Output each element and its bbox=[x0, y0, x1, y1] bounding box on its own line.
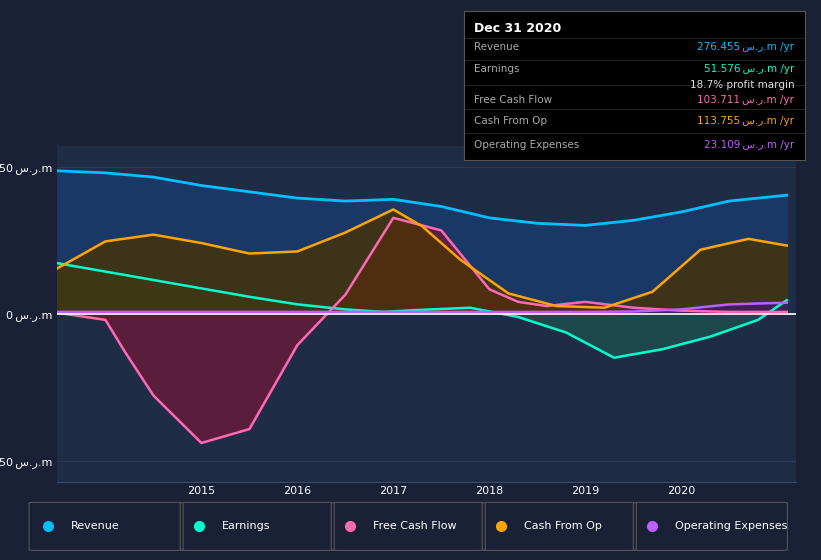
Text: Dec 31 2020: Dec 31 2020 bbox=[474, 22, 562, 35]
Text: Revenue: Revenue bbox=[71, 521, 119, 531]
Text: Cash From Op: Cash From Op bbox=[524, 521, 602, 531]
Text: Free Cash Flow: Free Cash Flow bbox=[373, 521, 456, 531]
Text: Earnings: Earnings bbox=[474, 64, 520, 74]
Text: 113.755 س.ر.m /yr: 113.755 س.ر.m /yr bbox=[697, 116, 795, 126]
Text: 276.455 س.ر.m /yr: 276.455 س.ر.m /yr bbox=[697, 42, 795, 52]
Text: Cash From Op: Cash From Op bbox=[474, 116, 547, 126]
Text: Earnings: Earnings bbox=[222, 521, 270, 531]
Text: 51.576 س.ر.m /yr: 51.576 س.ر.m /yr bbox=[704, 64, 795, 74]
Text: Operating Expenses: Operating Expenses bbox=[675, 521, 787, 531]
Text: 23.109 س.ر.m /yr: 23.109 س.ر.m /yr bbox=[704, 140, 795, 150]
Text: Free Cash Flow: Free Cash Flow bbox=[474, 95, 553, 105]
Text: Operating Expenses: Operating Expenses bbox=[474, 140, 580, 150]
Text: Revenue: Revenue bbox=[474, 42, 519, 52]
Text: 18.7% profit margin: 18.7% profit margin bbox=[690, 81, 795, 90]
Text: 103.711 س.ر.m /yr: 103.711 س.ر.m /yr bbox=[698, 95, 795, 105]
